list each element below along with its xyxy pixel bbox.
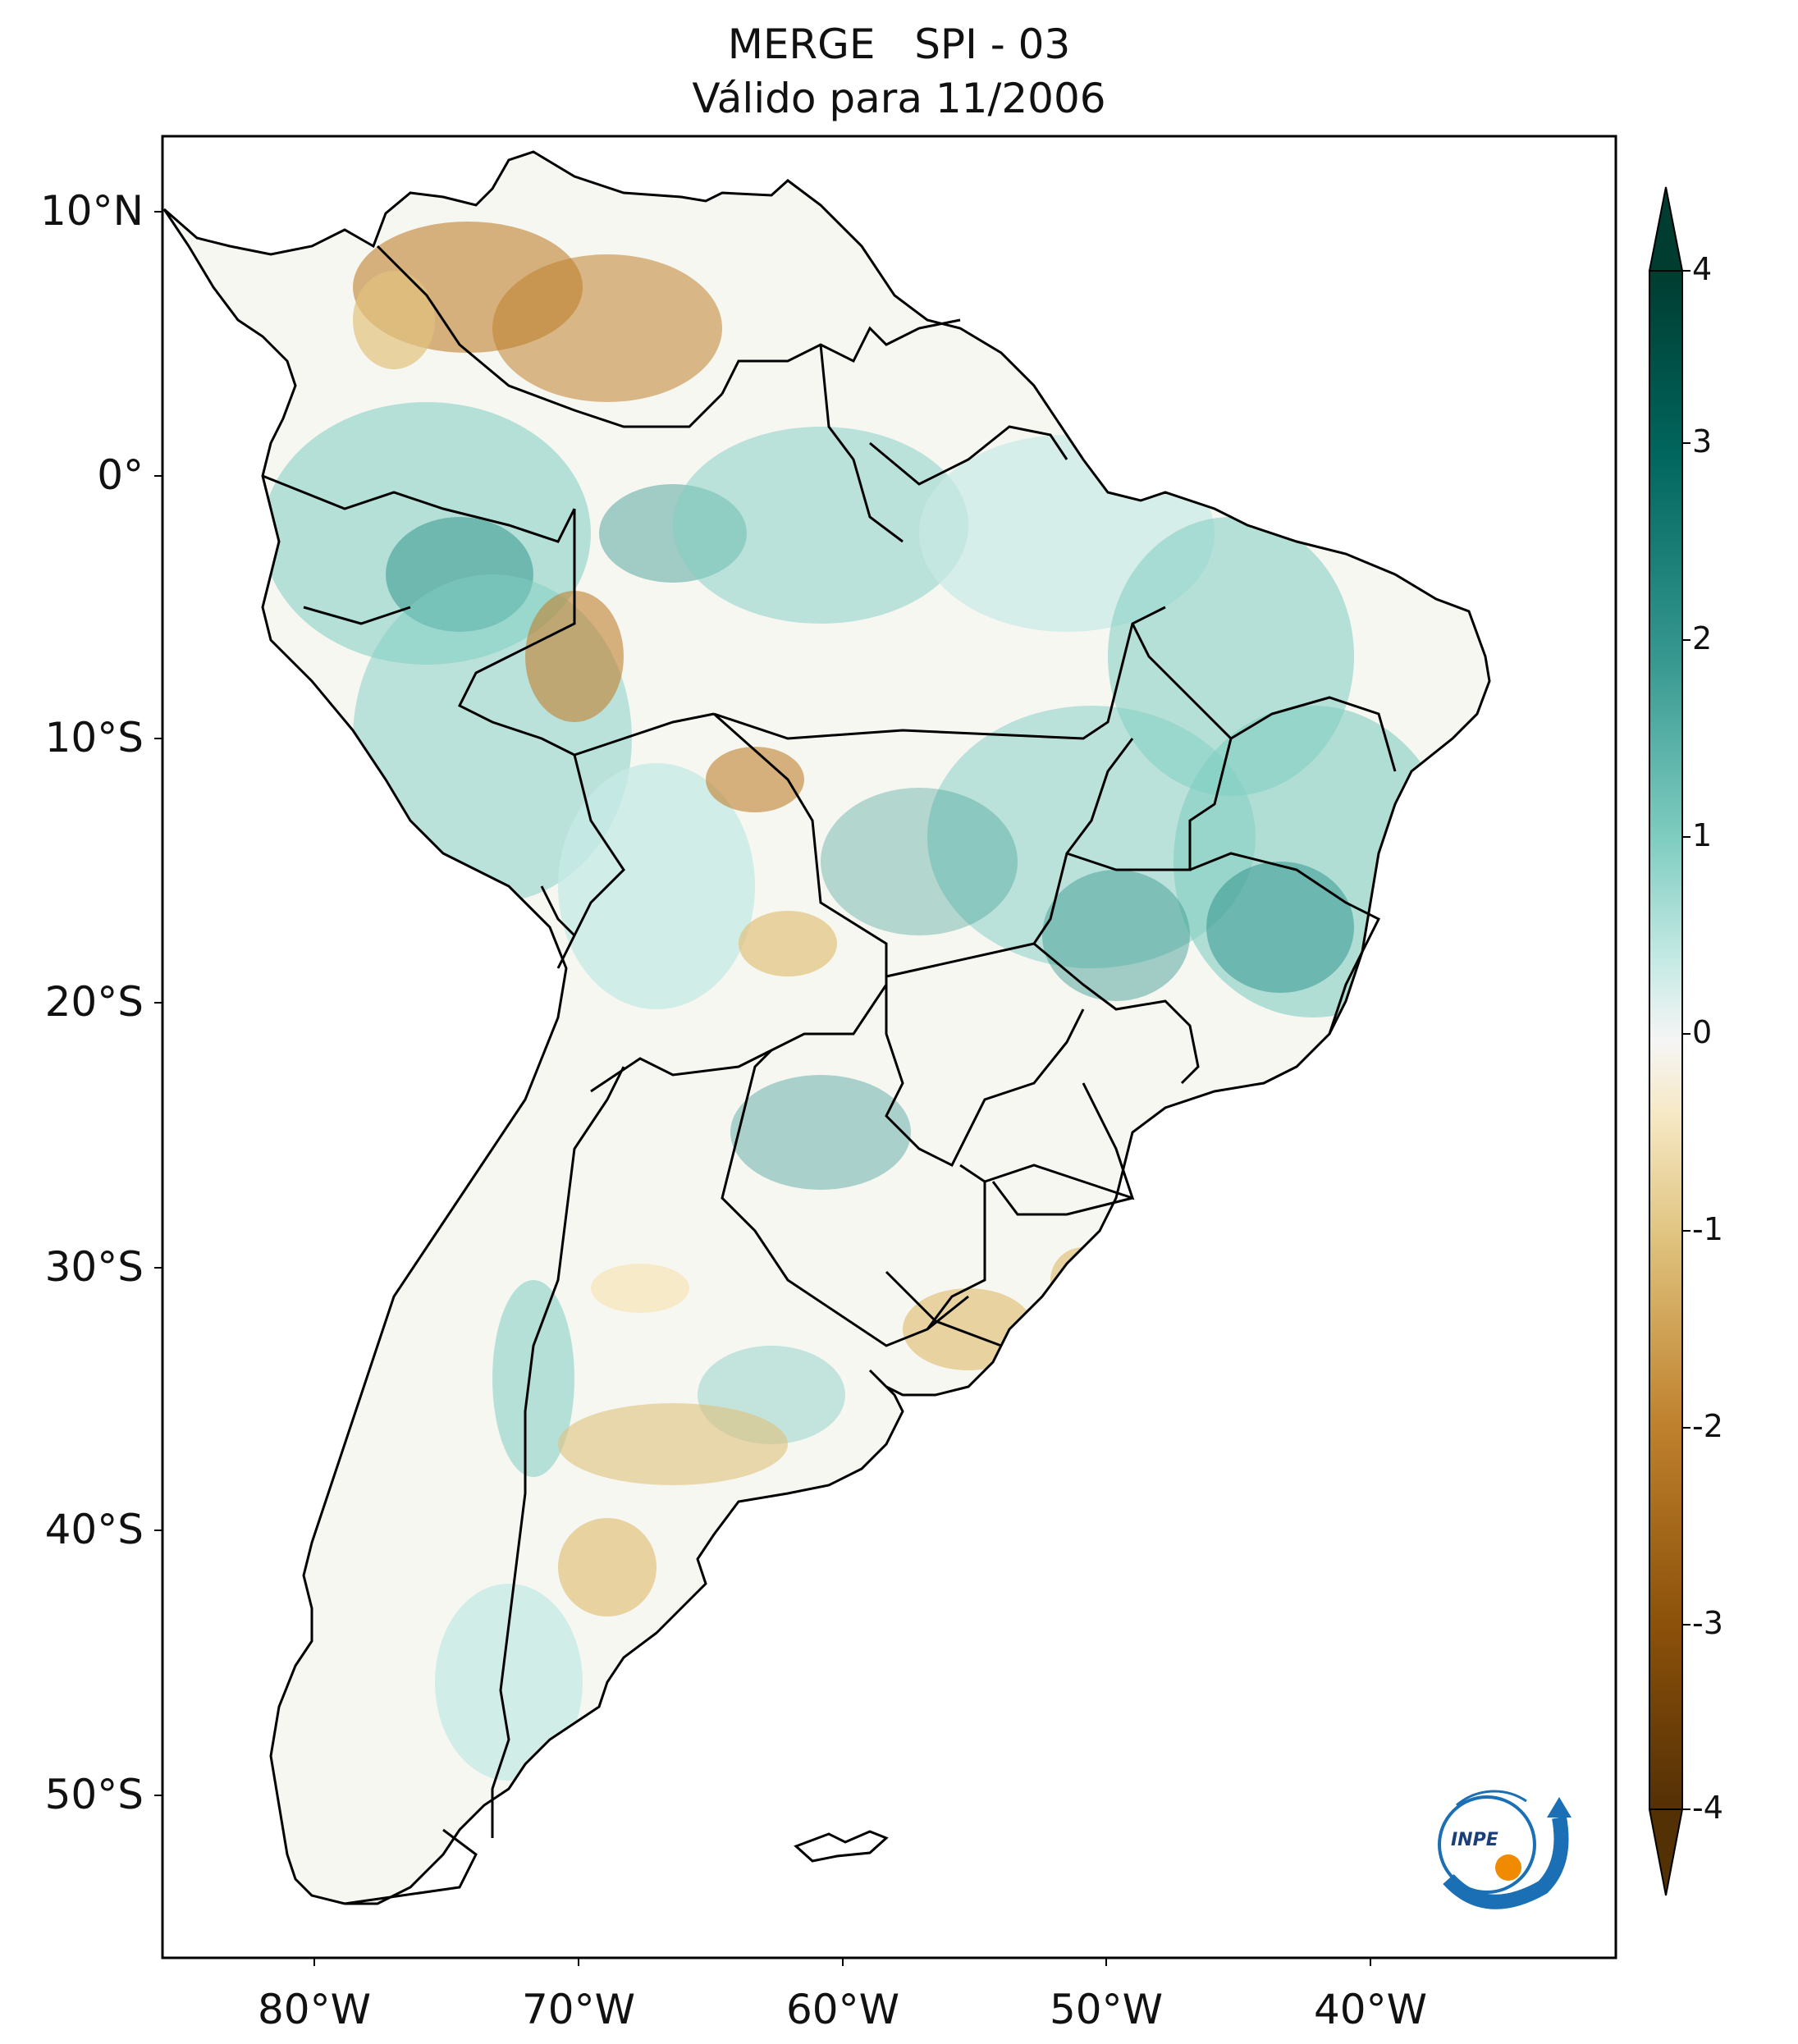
map-subtitle: Válido para 11/2006 bbox=[692, 75, 1106, 122]
lat-tick-label: 10°N bbox=[39, 187, 144, 235]
colorbar-label: 0 bbox=[1692, 1014, 1713, 1050]
colorbar-label: 2 bbox=[1692, 620, 1713, 656]
falkland-islands bbox=[794, 1830, 889, 1863]
inpe-logo bbox=[1438, 1790, 1572, 1909]
colorbar-label: -2 bbox=[1692, 1408, 1723, 1444]
colorbar-extend-min bbox=[1648, 1809, 1684, 1896]
lat-tick-label: 0° bbox=[97, 451, 144, 499]
colorbar-label: -3 bbox=[1692, 1605, 1723, 1641]
lon-tick-label: 60°W bbox=[785, 1986, 900, 2033]
colorbar-label: 3 bbox=[1692, 423, 1713, 460]
colorbar bbox=[1648, 186, 1690, 1896]
lon-tick-label: 50°W bbox=[1049, 1986, 1164, 2033]
lat-tick-label: 40°S bbox=[44, 1506, 144, 1553]
lat-tick-label: 20°S bbox=[44, 978, 144, 1026]
lon-tick-label: 40°W bbox=[1313, 1986, 1428, 2033]
colorbar-label: 4 bbox=[1692, 251, 1713, 287]
map-title: MERGE SPI - 03 bbox=[727, 21, 1071, 68]
lon-tick-label: 70°W bbox=[521, 1986, 636, 2033]
lat-tick-label: 10°S bbox=[44, 714, 144, 761]
lat-tick-label: 50°S bbox=[44, 1771, 144, 1818]
colorbar-label: -1 bbox=[1692, 1211, 1723, 1247]
lon-tick-label: 80°W bbox=[257, 1986, 372, 2033]
colorbar-label: -4 bbox=[1692, 1790, 1723, 1826]
inpe-logo-text: INPE bbox=[1451, 1830, 1498, 1850]
lat-tick-label: 30°S bbox=[44, 1243, 144, 1291]
axis-ticks bbox=[154, 211, 1371, 1966]
colorbar-extend-max bbox=[1648, 186, 1684, 272]
borders bbox=[162, 150, 1491, 1905]
colorbar-label: 1 bbox=[1692, 817, 1713, 853]
